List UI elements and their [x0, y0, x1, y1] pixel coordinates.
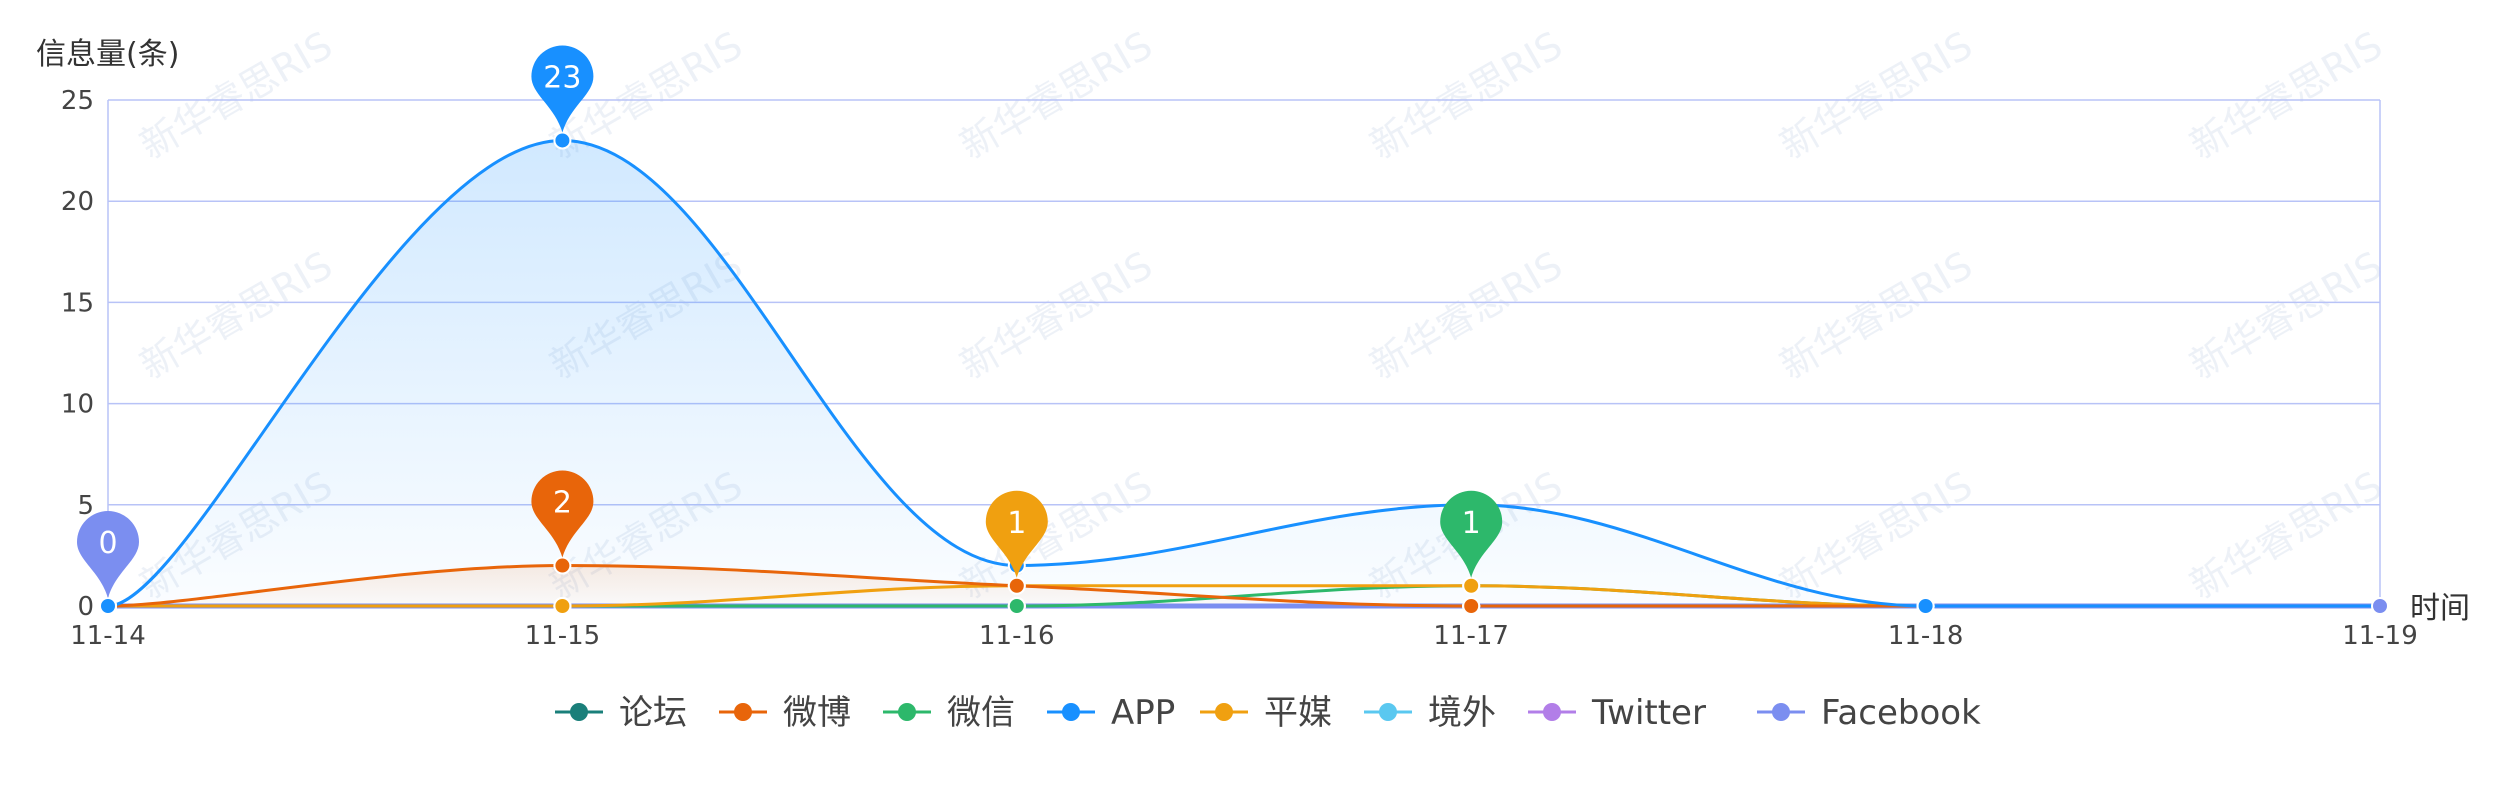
x-tick-label: 11-17	[1433, 621, 1509, 651]
watermark-text: 新华睿思RIS	[1363, 23, 1570, 168]
watermark-text: 新华睿思RIS	[1363, 243, 1570, 388]
data-point[interactable]	[1462, 576, 1481, 595]
watermark-text: 新华睿思RIS	[1773, 23, 1980, 168]
value-pin[interactable]: 23	[531, 45, 594, 133]
data-point[interactable]	[99, 597, 117, 615]
y-tick-label: 5	[77, 491, 94, 521]
series-areas	[108, 140, 2380, 607]
x-tick-label: 11-19	[2342, 621, 2418, 651]
series-lines	[107, 138, 2380, 609]
legend-label: 平媒	[1264, 693, 1332, 733]
value-pin[interactable]: 1	[985, 490, 1048, 578]
legend-label: APP	[1111, 693, 1175, 733]
legend-marker	[1772, 703, 1790, 721]
x-axis-ticks: 11-14 11-15 11-16 11-17 11-18 11-19	[70, 621, 2418, 651]
series-area-app	[108, 140, 2380, 607]
legend-marker	[1543, 703, 1561, 721]
pin-shape	[985, 490, 1048, 578]
data-point[interactable]	[1462, 597, 1481, 615]
pin-shape	[531, 470, 594, 558]
legend-item[interactable]: 微博	[719, 693, 851, 733]
watermark-text: 新华睿思RIS	[953, 243, 1160, 388]
data-point[interactable]	[553, 556, 572, 575]
y-tick-label: 15	[61, 288, 94, 318]
pin-shape	[531, 45, 594, 133]
legend-item[interactable]: 境外	[1364, 693, 1496, 733]
pin-label: 1	[1462, 506, 1481, 541]
data-point[interactable]	[553, 597, 572, 615]
legend-item[interactable]: 平媒	[1200, 693, 1332, 733]
legend-marker	[1215, 703, 1233, 721]
watermark-text: 新华睿思RIS	[2183, 463, 2390, 608]
watermark-text: 新华睿思RIS	[953, 23, 1160, 168]
legend-label: 论坛	[619, 693, 687, 733]
legend-label: 境外	[1428, 693, 1496, 733]
legend-label: 微博	[783, 693, 851, 733]
value-pin[interactable]: 1	[1440, 490, 1503, 578]
pin-label: 23	[543, 60, 581, 95]
legend-marker	[898, 703, 916, 721]
value-pin[interactable]: 0	[77, 511, 139, 598]
value-pins: 0 23 2 1 1	[77, 45, 1503, 598]
data-point[interactable]	[1916, 597, 1935, 615]
data-point[interactable]	[2371, 597, 2389, 615]
pin-label: 2	[553, 486, 572, 521]
x-tick-label: 11-18	[1888, 621, 1964, 651]
legend-marker	[1062, 703, 1080, 721]
x-tick-label: 11-15	[525, 621, 601, 651]
legend-label: Facebook	[1821, 693, 1981, 733]
x-axis-title: 时间	[2410, 591, 2470, 626]
series-line[interactable]	[107, 138, 2380, 608]
legend[interactable]: 论坛 微博 微信 APP 平媒 境外 Twitter Facebook	[555, 693, 1981, 733]
legend-marker	[1379, 703, 1397, 721]
x-tick-label: 11-14	[70, 621, 146, 651]
y-tick-label: 0	[77, 592, 94, 622]
data-points	[99, 131, 2389, 615]
pin-label: 1	[1007, 506, 1026, 541]
legend-item[interactable]: APP	[1047, 693, 1175, 733]
legend-item[interactable]: Facebook	[1757, 693, 1981, 733]
data-point[interactable]	[553, 131, 572, 150]
legend-label: Twitter	[1591, 693, 1706, 733]
data-point[interactable]	[1007, 576, 1026, 595]
y-axis-title: 信息量(条)	[36, 37, 179, 72]
legend-item[interactable]: 论坛	[555, 693, 687, 733]
legend-item[interactable]: Twitter	[1528, 693, 1706, 733]
legend-marker	[570, 703, 588, 721]
legend-marker	[734, 703, 752, 721]
data-point[interactable]	[1007, 597, 1026, 615]
legend-label: 微信	[947, 693, 1015, 733]
pin-label: 0	[98, 526, 117, 561]
pin-shape	[1440, 490, 1503, 578]
watermark-text: 新华睿思RIS	[1773, 243, 1980, 388]
y-tick-label: 25	[61, 86, 94, 116]
y-tick-label: 10	[61, 390, 94, 420]
x-tick-label: 11-16	[979, 621, 1055, 651]
watermark-text: 新华睿思RIS	[1773, 463, 1980, 608]
y-tick-label: 20	[61, 187, 94, 217]
y-axis-ticks: 0 5 10 15 20 25	[61, 86, 94, 622]
value-pin[interactable]: 2	[531, 470, 594, 558]
legend-item[interactable]: 微信	[883, 693, 1015, 733]
pin-shape	[77, 511, 139, 598]
watermark-text: 新华睿思RIS	[2183, 243, 2390, 388]
watermark-text: 新华睿思RIS	[2183, 23, 2390, 168]
